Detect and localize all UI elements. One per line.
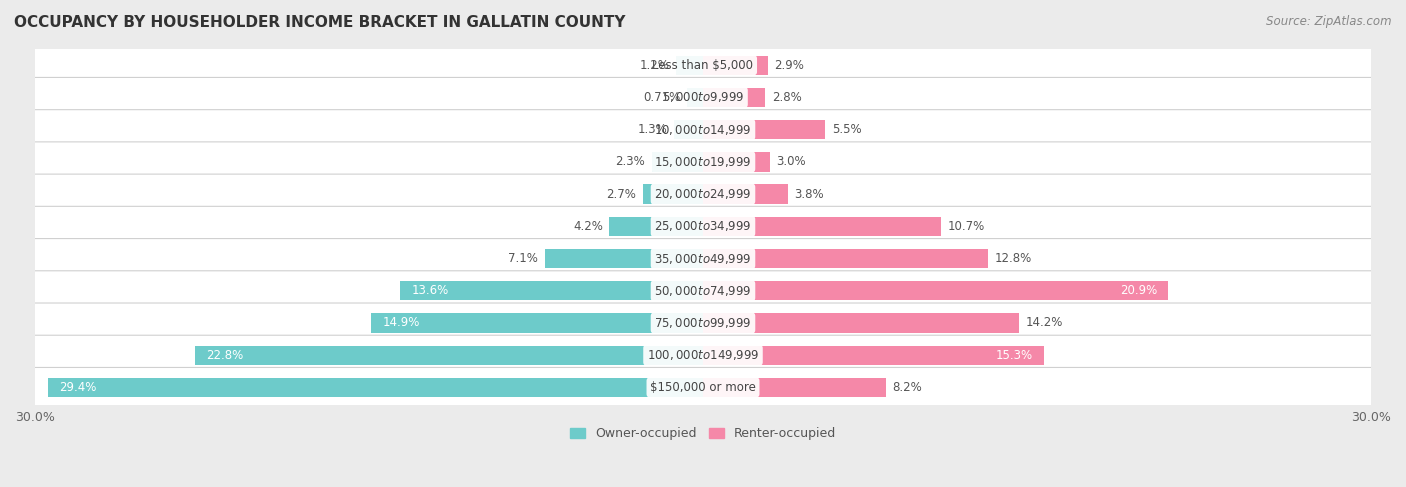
- Text: $100,000 to $149,999: $100,000 to $149,999: [647, 348, 759, 362]
- Text: Less than $5,000: Less than $5,000: [652, 59, 754, 72]
- Text: $25,000 to $34,999: $25,000 to $34,999: [654, 219, 752, 233]
- Bar: [371, 313, 703, 333]
- Bar: [703, 249, 988, 268]
- Text: 20.9%: 20.9%: [1121, 284, 1157, 297]
- Text: 14.9%: 14.9%: [382, 317, 420, 330]
- Text: $10,000 to $14,999: $10,000 to $14,999: [654, 123, 752, 137]
- Text: 14.2%: 14.2%: [1026, 317, 1063, 330]
- Text: 0.71%: 0.71%: [644, 91, 681, 104]
- Text: 2.8%: 2.8%: [772, 91, 801, 104]
- Text: $150,000 or more: $150,000 or more: [650, 381, 756, 394]
- Bar: [703, 346, 1043, 365]
- Text: 3.8%: 3.8%: [794, 187, 824, 201]
- Text: 4.2%: 4.2%: [572, 220, 603, 233]
- Bar: [703, 217, 941, 236]
- FancyBboxPatch shape: [30, 303, 1376, 343]
- Text: 10.7%: 10.7%: [948, 220, 986, 233]
- Bar: [703, 56, 768, 75]
- Text: $50,000 to $74,999: $50,000 to $74,999: [654, 284, 752, 298]
- Text: 8.2%: 8.2%: [893, 381, 922, 394]
- Bar: [673, 120, 703, 139]
- Bar: [195, 346, 703, 365]
- Bar: [703, 88, 765, 107]
- Bar: [703, 378, 886, 397]
- Text: 29.4%: 29.4%: [59, 381, 97, 394]
- Text: 15.3%: 15.3%: [995, 349, 1032, 362]
- Text: $15,000 to $19,999: $15,000 to $19,999: [654, 155, 752, 169]
- Bar: [48, 378, 703, 397]
- Bar: [546, 249, 703, 268]
- Bar: [609, 217, 703, 236]
- FancyBboxPatch shape: [30, 368, 1376, 408]
- FancyBboxPatch shape: [30, 271, 1376, 311]
- Text: $75,000 to $99,999: $75,000 to $99,999: [654, 316, 752, 330]
- Text: 12.8%: 12.8%: [994, 252, 1032, 265]
- Text: 5.5%: 5.5%: [832, 123, 862, 136]
- Text: 13.6%: 13.6%: [412, 284, 449, 297]
- FancyBboxPatch shape: [30, 77, 1376, 117]
- Text: OCCUPANCY BY HOUSEHOLDER INCOME BRACKET IN GALLATIN COUNTY: OCCUPANCY BY HOUSEHOLDER INCOME BRACKET …: [14, 15, 626, 30]
- Bar: [703, 152, 770, 171]
- FancyBboxPatch shape: [30, 110, 1376, 150]
- Bar: [676, 56, 703, 75]
- Text: $35,000 to $49,999: $35,000 to $49,999: [654, 252, 752, 265]
- Text: $5,000 to $9,999: $5,000 to $9,999: [662, 91, 744, 104]
- FancyBboxPatch shape: [30, 174, 1376, 214]
- FancyBboxPatch shape: [30, 206, 1376, 246]
- FancyBboxPatch shape: [30, 335, 1376, 375]
- Text: 3.0%: 3.0%: [776, 155, 806, 169]
- Text: 2.9%: 2.9%: [775, 59, 804, 72]
- Bar: [401, 281, 703, 300]
- Text: Source: ZipAtlas.com: Source: ZipAtlas.com: [1267, 15, 1392, 28]
- Bar: [703, 313, 1019, 333]
- Text: 22.8%: 22.8%: [207, 349, 243, 362]
- Bar: [643, 185, 703, 204]
- Text: 1.3%: 1.3%: [637, 123, 668, 136]
- FancyBboxPatch shape: [30, 142, 1376, 182]
- Bar: [703, 120, 825, 139]
- Bar: [703, 185, 787, 204]
- Text: 2.7%: 2.7%: [606, 187, 636, 201]
- Text: $20,000 to $24,999: $20,000 to $24,999: [654, 187, 752, 201]
- FancyBboxPatch shape: [30, 45, 1376, 85]
- Legend: Owner-occupied, Renter-occupied: Owner-occupied, Renter-occupied: [565, 422, 841, 445]
- Bar: [688, 88, 703, 107]
- FancyBboxPatch shape: [30, 239, 1376, 279]
- Text: 7.1%: 7.1%: [509, 252, 538, 265]
- Bar: [703, 281, 1168, 300]
- Bar: [652, 152, 703, 171]
- Text: 2.3%: 2.3%: [616, 155, 645, 169]
- Text: 1.2%: 1.2%: [640, 59, 669, 72]
